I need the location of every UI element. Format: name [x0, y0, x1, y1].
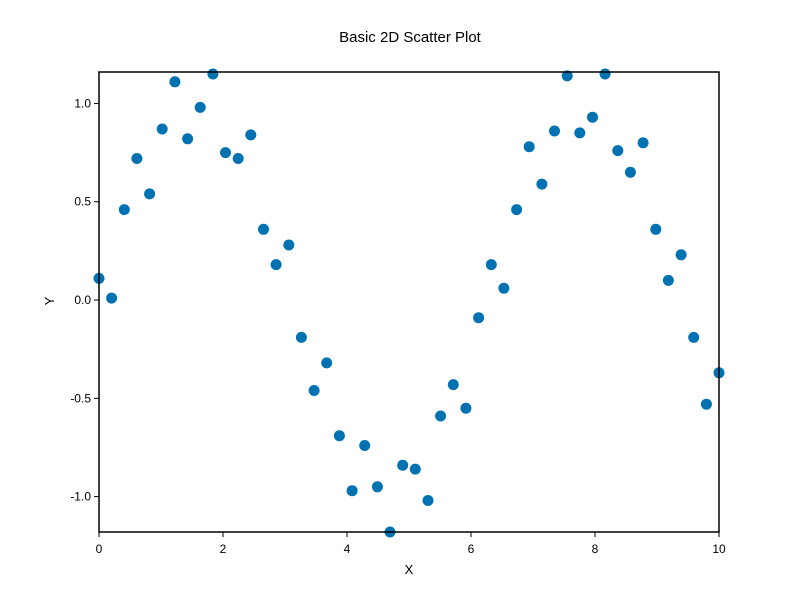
scatter-point [422, 495, 434, 506]
scatter-point [485, 259, 497, 271]
scatter-point [409, 463, 421, 475]
scatter-point [144, 188, 156, 200]
scatter-point [700, 398, 712, 410]
chart-title: Basic 2D Scatter Plot [339, 29, 482, 46]
scatter-point [599, 68, 611, 80]
scatter-point [650, 223, 662, 235]
scatter-point [308, 385, 320, 396]
x-tick-label: 4 [344, 542, 351, 556]
y-tick-label: -0.5 [70, 391, 91, 405]
scatter-point [295, 331, 307, 343]
scatter-point [333, 430, 345, 442]
scatter-point [106, 292, 118, 304]
x-tick-label: 8 [592, 542, 599, 556]
scatter-point [612, 145, 624, 157]
scatter-point [321, 357, 333, 369]
scatter-point [587, 111, 598, 123]
scatter-point [156, 123, 168, 135]
scatter-point [258, 223, 269, 235]
x-tick-label: 2 [220, 542, 227, 556]
y-tick-label: 0.5 [74, 195, 91, 209]
scatter-point [536, 178, 548, 190]
y-axis-label: Y [42, 296, 57, 305]
x-tick-label: 6 [468, 542, 475, 556]
scatter-point [232, 153, 244, 164]
y-tick-label: 0.0 [74, 293, 91, 307]
y-axis: -1.0 -0.5 0.0 0.5 1.0 [70, 96, 99, 504]
scatter-point [637, 137, 649, 149]
scatter-point [270, 259, 282, 271]
x-axis-label: X [405, 562, 414, 577]
scatter-point [688, 331, 700, 343]
y-tick-label: 1.0 [74, 96, 91, 110]
scatter-point [675, 249, 687, 261]
y-tick-label: -1.0 [70, 490, 91, 504]
scatter-point [346, 485, 358, 497]
x-tick-label: 10 [712, 542, 726, 556]
scatter-point [169, 76, 181, 88]
scatter-point [561, 70, 573, 82]
scatter-point [447, 379, 459, 391]
points-layer [93, 68, 725, 538]
scatter-point [283, 239, 295, 251]
scatter-point [574, 127, 586, 139]
scatter-point [245, 129, 257, 141]
scatter-point [498, 282, 510, 294]
x-tick-label: 0 [96, 542, 103, 556]
scatter-point [662, 274, 674, 286]
scatter-point [182, 133, 194, 145]
scatter-point [194, 101, 206, 113]
scatter-point [435, 410, 447, 422]
scatter-point [511, 204, 523, 216]
scatter-point [207, 68, 219, 80]
scatter-point [131, 153, 143, 164]
scatter-point [397, 459, 409, 471]
plot-frame [98, 71, 720, 533]
scatter-point [359, 440, 371, 451]
scatter-point [371, 481, 383, 493]
scatter-point [220, 147, 231, 159]
scatter-point [523, 141, 535, 153]
scatter-point [118, 204, 130, 216]
scatter-point [473, 312, 485, 324]
scatter-point [460, 402, 472, 414]
scatter-point [624, 166, 636, 178]
scatter-point [549, 125, 560, 137]
x-axis: 0 2 4 6 8 10 [96, 532, 726, 556]
